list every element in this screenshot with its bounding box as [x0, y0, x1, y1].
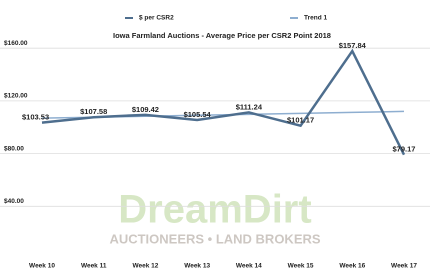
x-tick-label: Week 10	[29, 263, 55, 270]
legend-label: $ per CSR2	[139, 15, 174, 22]
data-label: $101.17	[287, 116, 314, 125]
y-tick-label: $80.00	[4, 145, 24, 152]
legend-label: Trend 1	[304, 15, 328, 22]
data-label: $157.84	[339, 41, 367, 50]
y-tick-label: $160.00	[4, 40, 28, 47]
data-label: $103.53	[22, 113, 49, 122]
data-label: $111.24	[236, 102, 263, 111]
watermark-tagline: AUCTIONEERS • LAND BROKERS	[109, 231, 320, 246]
watermark-brand: DreamDirt	[118, 188, 311, 232]
y-tick-label: $40.00	[4, 198, 24, 205]
data-label: $79.17	[393, 145, 416, 154]
x-tick-label: Week 13	[184, 263, 210, 270]
x-tick-label: Week 11	[81, 263, 107, 270]
data-label: $109.42	[132, 105, 159, 114]
x-tick-label: Week 17	[391, 263, 417, 270]
x-tick-label: Week 12	[132, 263, 158, 270]
data-label: $105.54	[184, 110, 212, 119]
x-tick-label: Week 16	[339, 263, 365, 270]
y-tick-label: $120.00	[4, 93, 28, 100]
data-label: $107.58	[80, 107, 107, 116]
chart-title: Iowa Farmland Auctions - Average Price p…	[113, 31, 331, 40]
x-tick-label: Week 15	[288, 263, 314, 270]
x-tick-label: Week 14	[236, 263, 262, 270]
series-line	[41, 48, 406, 156]
